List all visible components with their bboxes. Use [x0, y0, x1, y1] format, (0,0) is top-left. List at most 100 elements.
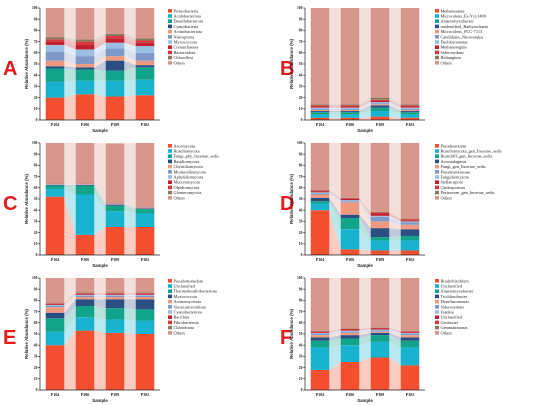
- y-tick-label: 70: [299, 310, 303, 314]
- bar-segment: [340, 106, 360, 108]
- y-tick-label: 50: [34, 332, 38, 336]
- connector-band: [359, 330, 371, 333]
- bar-segment: [310, 331, 330, 333]
- bar-segment: [340, 214, 360, 219]
- connector-band: [329, 328, 341, 332]
- legend-label: Stellatospora: [441, 180, 464, 185]
- y-tick-label: 30: [299, 85, 303, 89]
- connector-band: [359, 143, 371, 212]
- legend-label: Sideroxydans: [441, 50, 465, 55]
- y-tick-label: 10: [34, 242, 38, 246]
- y-tick-label: 20: [34, 231, 38, 235]
- connector-band: [329, 104, 341, 106]
- connector-band: [64, 41, 76, 50]
- bar-segment: [135, 42, 155, 47]
- connector-band: [124, 297, 136, 300]
- legend-swatch: [435, 320, 439, 325]
- y-axis-title: Relative Abundance (%): [289, 39, 294, 89]
- legend-swatch: [168, 170, 172, 174]
- connector-band: [124, 203, 136, 208]
- bar-segment: [400, 114, 420, 118]
- connector-band: [359, 102, 371, 109]
- connector-band: [94, 184, 106, 205]
- bar-segment: [310, 112, 330, 115]
- bar-segment: [340, 143, 360, 198]
- y-tick-label: 60: [34, 321, 38, 325]
- x-tick-label: P104: [51, 392, 59, 397]
- connector-band: [359, 104, 371, 112]
- legend-label: unidentified_Bathyarchaeia: [441, 24, 489, 29]
- connector-band: [124, 95, 136, 120]
- bar-segment: [340, 112, 360, 115]
- connector-band: [329, 112, 341, 115]
- y-tick-label: 40: [299, 73, 303, 77]
- bar-segment: [370, 329, 390, 331]
- legend-label: Basidiomycota: [174, 159, 200, 164]
- bar-segment: [135, 209, 155, 214]
- bar-segment: [340, 345, 360, 362]
- bar-segment: [400, 332, 420, 334]
- legend-label: Unclassified: [174, 284, 196, 289]
- connector-band: [389, 331, 401, 338]
- y-tick-label: 30: [299, 220, 303, 224]
- legend-swatch: [168, 144, 172, 148]
- bar-segment: [75, 39, 95, 42]
- bar-segment: [105, 38, 125, 43]
- legend-swatch: [168, 24, 172, 29]
- connector-band: [329, 111, 341, 113]
- connector-band: [124, 203, 136, 208]
- legend-swatch: [435, 331, 439, 335]
- bar-segment: [45, 81, 65, 98]
- y-tick-label: 40: [299, 208, 303, 212]
- x-axis-title: Sample: [357, 398, 373, 403]
- connector-band: [124, 308, 136, 321]
- bar-segment: [400, 250, 420, 255]
- legend-label: Rozellomycota_gen_Incertae_sedis: [441, 149, 502, 154]
- bar-segment: [370, 341, 390, 358]
- legend-label: Fungi_phy_Incertae_sedis: [174, 154, 220, 159]
- connector-band: [389, 278, 401, 331]
- connector-band: [124, 211, 136, 227]
- bar-segment: [105, 319, 125, 333]
- panel-letter: F: [280, 327, 292, 349]
- connector-band: [329, 330, 341, 334]
- bar-segment: [75, 8, 95, 40]
- chart-panel-b: B 0 10 20 30 40 50 60 70 80 90 100 P104 P206 P309 P302 S…: [280, 6, 488, 133]
- connector-band: [389, 212, 401, 221]
- connector-band: [329, 191, 341, 201]
- connector-band: [329, 345, 341, 370]
- legend-swatch: [435, 299, 439, 304]
- legend-label: Glomeromycota: [174, 190, 202, 195]
- connector-band: [359, 214, 371, 238]
- connector-band: [94, 295, 106, 298]
- legend-swatch: [168, 310, 172, 314]
- y-tick-label: 70: [299, 40, 303, 44]
- bar-segment: [370, 116, 390, 120]
- bar-segment: [45, 188, 65, 197]
- y-tick-label: 90: [34, 287, 38, 291]
- bar-segment: [310, 109, 330, 112]
- bar-segment: [310, 278, 330, 331]
- legend-swatch: [435, 196, 439, 200]
- bar-segment: [370, 237, 390, 241]
- x-tick-label: P302: [141, 122, 149, 127]
- legend-swatch: [168, 289, 172, 293]
- y-tick-label: 90: [34, 152, 38, 156]
- legend-label: Myxococcota: [174, 294, 197, 299]
- bar-segment: [75, 317, 95, 331]
- connector-band: [329, 197, 341, 219]
- connector-band: [329, 192, 341, 202]
- connector-band: [124, 203, 136, 208]
- bar-segment: [340, 8, 360, 105]
- bar-segment: [340, 338, 360, 346]
- connector-band: [389, 250, 401, 255]
- bar-segment: [105, 204, 125, 206]
- connector-band: [389, 105, 401, 113]
- bar-segment: [75, 56, 95, 64]
- x-axis-title: Sample: [92, 398, 108, 403]
- legend-label: Chytridiomycota: [174, 164, 203, 169]
- connector-band: [124, 278, 136, 293]
- legend-label: Bacteroidota: [174, 50, 196, 55]
- y-tick-label: 40: [34, 208, 38, 212]
- bar-segment: [105, 293, 125, 294]
